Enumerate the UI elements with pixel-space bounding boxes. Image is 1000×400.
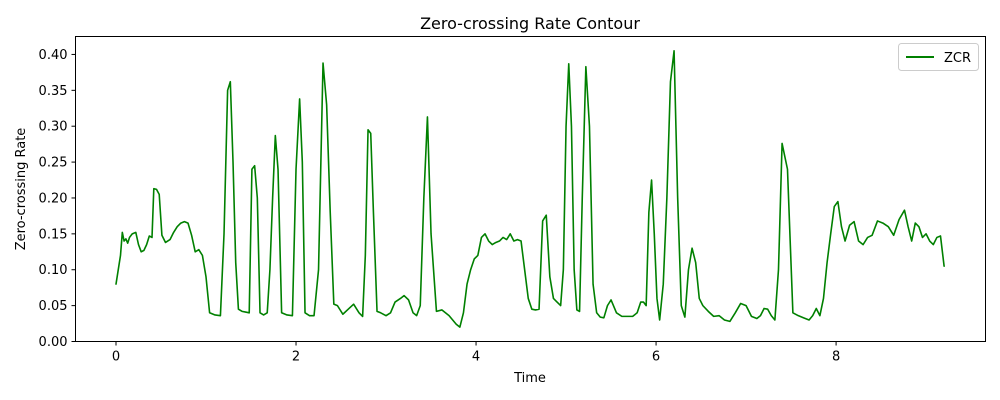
y-tick-label: 0.30 xyxy=(39,120,68,135)
chart-title: Zero-crossing Rate Contour xyxy=(420,14,640,33)
y-tick-label: 0.25 xyxy=(39,156,68,171)
y-tick-label: 0.10 xyxy=(39,263,68,278)
x-axis-title: Time xyxy=(513,371,546,386)
series-line-zcr xyxy=(115,50,945,328)
y-tick-label: 0.20 xyxy=(39,191,68,206)
x-tick-label: 0 xyxy=(112,350,120,365)
x-tick-label: 2 xyxy=(292,350,300,365)
x-tick-label: 4 xyxy=(472,350,480,365)
legend-label-zcr: ZCR xyxy=(944,51,971,66)
legend-box xyxy=(898,43,979,71)
x-tick-label: 6 xyxy=(652,350,660,365)
y-tick-label: 0.15 xyxy=(39,227,68,242)
y-tick-label: 0.40 xyxy=(39,48,68,63)
plot-frame xyxy=(75,36,986,342)
y-tick-label: 0.05 xyxy=(39,299,68,314)
plot-area xyxy=(115,50,945,328)
y-tick-label: 0.00 xyxy=(39,335,68,350)
y-axis: 0.00 0.05 0.10 0.15 0.20 0.25 0.30 0.35 0.40 xyxy=(39,48,76,350)
legend: ZCR xyxy=(898,43,979,71)
y-axis-title: Zero-crossing Rate xyxy=(14,128,29,251)
y-tick-label: 0.35 xyxy=(39,84,68,99)
x-axis: 0 2 4 6 8 xyxy=(112,341,840,365)
x-tick-label: 8 xyxy=(832,350,840,365)
